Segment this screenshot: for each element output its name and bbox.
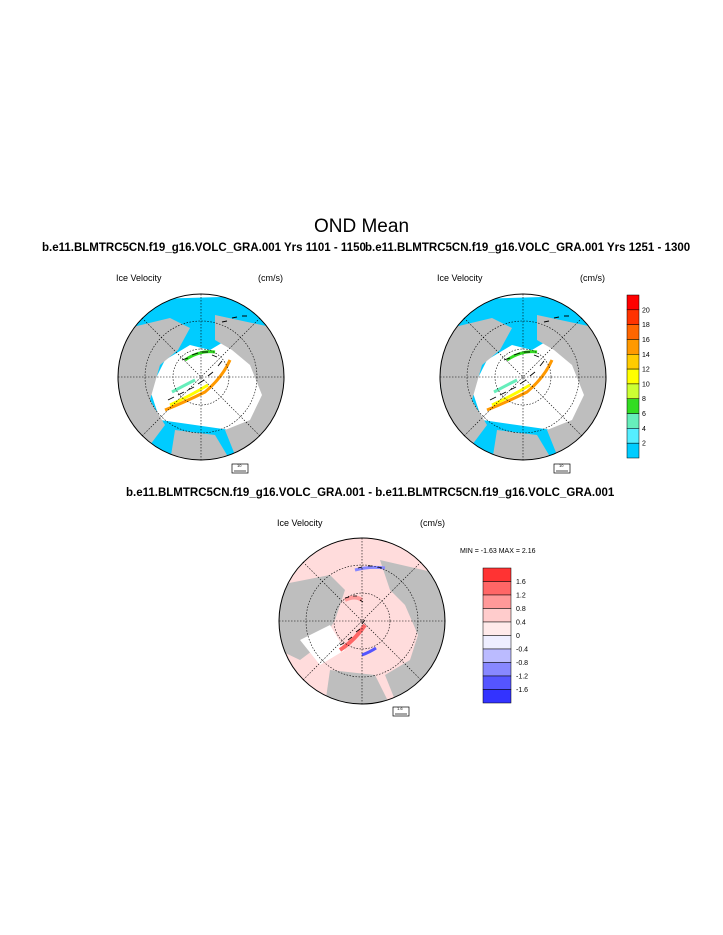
colorbar-diff-tick-label: 1.2 [516, 593, 526, 600]
colorbar-top-swatch [626, 339, 640, 355]
colorbar-top-swatch [626, 383, 640, 399]
right-panel-title: b.e11.BLMTRC5CN.f19_g16.VOLC_GRA.001 Yrs… [365, 242, 691, 254]
colorbar-top-tick-label: 8 [642, 396, 646, 403]
colorbar-top-tick-label: 10 [642, 381, 650, 388]
colorbar-diff-swatch [482, 675, 512, 690]
colorbar-diff-tick-label: 0.4 [516, 620, 526, 627]
colorbar-diff-swatch [482, 594, 512, 609]
page-title: OND Mean [313, 216, 410, 237]
colorbar-top: 20 18 16 14 12 10 8 6 4 2 [626, 294, 650, 459]
diff-units-label: (cm/s) [420, 518, 445, 528]
left-land-mass [118, 318, 190, 445]
colorbar-diff-tick-label: 0.8 [516, 606, 526, 613]
colorbar-diff-swatch [482, 581, 512, 596]
diff-panel-title: b.e11.BLMTRC5CN.f19_g16.VOLC_GRA.001 - b… [126, 487, 615, 499]
colorbar-top-tick-label: 12 [642, 367, 650, 374]
right-polar-map [439, 293, 607, 461]
colorbar-top-tick-label: 4 [642, 426, 646, 433]
right-land-mass [440, 318, 512, 445]
left-units-label: (cm/s) [258, 273, 283, 283]
diff-negative-streak [354, 565, 386, 572]
diff-minmax-label: MIN = -1.63 MAX = 2.16 [460, 548, 536, 555]
colorbar-top-tick-label: 6 [642, 411, 646, 418]
diff-ref-vector-box [392, 706, 410, 717]
colorbar-top-swatch [626, 398, 640, 414]
colorbar-diff-tick-label: -1.6 [516, 687, 528, 694]
colorbar-top-swatch [626, 442, 640, 459]
colorbar-top-tick-label: 14 [642, 352, 650, 359]
colorbar-top-tick-label: 18 [642, 322, 650, 329]
left-panel-title: b.e11.BLMTRC5CN.f19_g16.VOLC_GRA.001 Yrs… [42, 242, 366, 254]
colorbar-top-tick-label: 20 [642, 307, 650, 314]
colorbar-diff-tick-label: -1.2 [516, 674, 528, 681]
colorbar-top-swatch [626, 354, 640, 370]
colorbar-top-swatch [626, 413, 640, 429]
colorbar-diff-tick-label: 0 [516, 633, 520, 640]
colorbar-top-swatch [626, 309, 640, 325]
left-polar-map [117, 293, 285, 461]
colorbar-diff-swatch [482, 567, 512, 582]
colorbar-diff-tick-label: -0.8 [516, 660, 528, 667]
colorbar-top-tick-label: 16 [642, 337, 650, 344]
right-variable-label: Ice Velocity [437, 273, 483, 283]
colorbar-diff-swatch [482, 635, 512, 650]
colorbar-diff-tick-label: -0.4 [516, 647, 528, 654]
colorbar-top-swatch [626, 324, 640, 340]
diff-positive-streak [338, 623, 367, 652]
diff-ref-vector-label: 1.6 [397, 706, 403, 711]
right-ref-vector-box [553, 463, 571, 474]
colorbar-top-tick-label: 2 [642, 441, 646, 448]
colorbar-diff-swatch [482, 608, 512, 623]
diff-land-mass [279, 575, 345, 660]
diff-variable-label: Ice Velocity [277, 518, 323, 528]
colorbar-top-swatch [626, 428, 640, 444]
left-ref-vector-box [231, 463, 249, 474]
diff-polar-map [278, 537, 446, 705]
colorbar-top-swatch [626, 368, 640, 385]
right-ref-vector-label: 10 [559, 463, 564, 468]
colorbar-top-swatch [626, 294, 640, 311]
colorbar-diff-swatch [482, 662, 512, 677]
left-ref-vector-label: 10 [237, 463, 242, 468]
left-variable-label: Ice Velocity [116, 273, 162, 283]
colorbar-diff-swatch [482, 621, 512, 636]
colorbar-diff-swatch [482, 689, 512, 704]
colorbar-diff-swatch [482, 648, 512, 663]
colorbar-diff: 1.6 1.2 0.8 0.4 0 -0.4 -0.8 -1.2 -1.6 [482, 567, 528, 704]
colorbar-diff-tick-label: 1.6 [516, 579, 526, 586]
right-units-label: (cm/s) [580, 273, 605, 283]
